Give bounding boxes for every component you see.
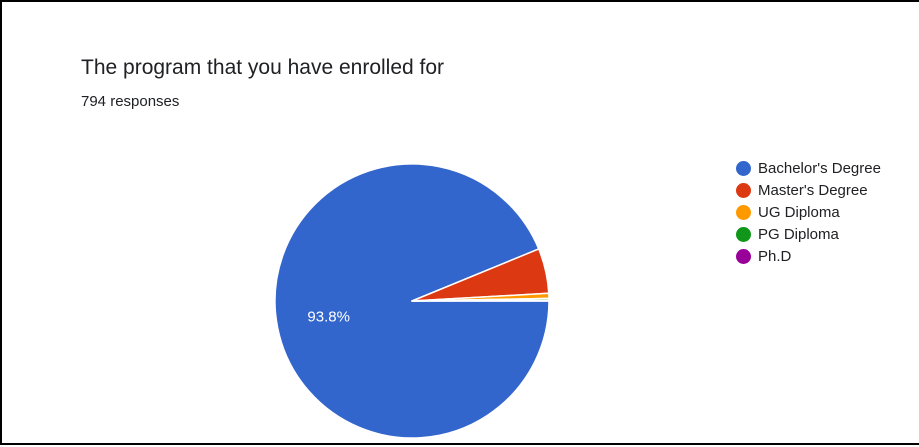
chart-title: The program that you have enrolled for bbox=[81, 56, 445, 79]
legend-label: Ph.D bbox=[758, 247, 792, 265]
chart-legend: Bachelor's Degree Master's Degree UG Dip… bbox=[736, 157, 881, 267]
legend-item-ug-diploma[interactable]: UG Diploma bbox=[736, 201, 881, 223]
legend-swatch bbox=[736, 182, 751, 198]
legend-swatch bbox=[736, 204, 751, 220]
pie-slice-4[interactable] bbox=[411, 299, 550, 302]
legend-swatch bbox=[736, 248, 751, 264]
slice-data-label: 93.8% bbox=[307, 308, 350, 325]
legend-swatch bbox=[736, 226, 751, 242]
legend-label: Master's Degree bbox=[758, 181, 868, 199]
legend-swatch bbox=[736, 160, 751, 176]
legend-item-masters[interactable]: Master's Degree bbox=[736, 179, 881, 201]
legend-item-bachelors[interactable]: Bachelor's Degree bbox=[736, 157, 881, 179]
response-count: 794 responses bbox=[81, 93, 180, 110]
legend-label: Bachelor's Degree bbox=[758, 159, 881, 177]
legend-label: PG Diploma bbox=[758, 225, 839, 243]
legend-label: UG Diploma bbox=[758, 203, 840, 221]
legend-item-pg-diploma[interactable]: PG Diploma bbox=[736, 223, 881, 245]
legend-item-phd[interactable]: Ph.D bbox=[736, 245, 881, 267]
